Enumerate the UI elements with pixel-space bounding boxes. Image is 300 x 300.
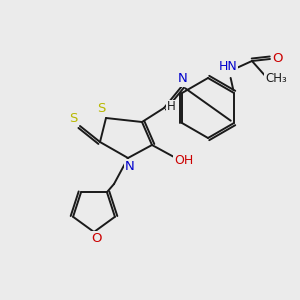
Text: OH: OH bbox=[174, 154, 194, 167]
Text: S: S bbox=[97, 103, 105, 116]
Text: N: N bbox=[125, 160, 135, 173]
Text: O: O bbox=[91, 232, 101, 245]
Text: O: O bbox=[273, 52, 283, 64]
Text: CH₃: CH₃ bbox=[265, 73, 287, 85]
Text: HN: HN bbox=[219, 61, 237, 74]
Text: S: S bbox=[69, 112, 77, 125]
Text: N: N bbox=[178, 73, 188, 85]
Text: H: H bbox=[167, 100, 176, 113]
